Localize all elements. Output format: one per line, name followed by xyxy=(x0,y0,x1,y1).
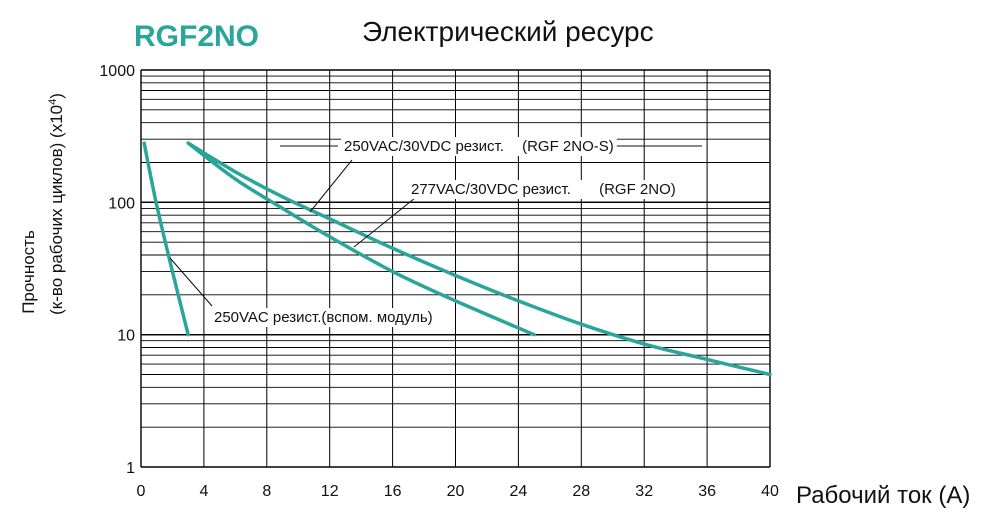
x-axis-title: Рабочий ток (А) xyxy=(796,482,970,509)
series-layer xyxy=(142,141,772,377)
y-axis-title-main: (к-во рабочих циклов) (x10 xyxy=(47,105,66,315)
annotation-2-suffix: (RGF 2NO) xyxy=(599,181,676,198)
chart-title: Электрический ресурс xyxy=(362,16,654,47)
annotation-background xyxy=(211,308,436,327)
x-tick-label: 20 xyxy=(447,483,465,500)
y-tick-labels: 1 10 100 1000 xyxy=(99,63,135,477)
x-tick-labels: 0 4 8 12 16 20 24 28 32 36 40 xyxy=(137,483,779,500)
x-tick-label: 0 xyxy=(137,483,146,500)
annotation-label-2: 277VAC/30VDC резист. (RGF 2NO) xyxy=(411,181,676,198)
y-axis-title-close: ) xyxy=(47,93,66,99)
x-tick-label: 40 xyxy=(761,483,779,500)
y-axis-title-line-2: (к-во рабочих циклов) (x104) xyxy=(47,93,66,315)
x-tick-label: 8 xyxy=(262,483,271,500)
y-tick-label: 1 xyxy=(126,460,135,477)
x-tick-label: 4 xyxy=(199,483,208,500)
annotation-leaders xyxy=(169,145,702,307)
series-line-3 xyxy=(142,141,190,337)
x-tick-label: 32 xyxy=(635,483,653,500)
x-tick-label: 28 xyxy=(572,483,590,500)
series-line-2 xyxy=(186,141,536,337)
annotation-label-3: 250VAC резист.(вспом. модуль) xyxy=(214,309,433,326)
annotation-2-text: 277VAC/30VDC резист. xyxy=(411,181,571,198)
y-axis-title-line-1: Прочность xyxy=(19,230,38,314)
leader-line xyxy=(309,159,353,213)
x-tick-label: 12 xyxy=(321,483,339,500)
annotation-1-text: 250VAC/30VDC резист. xyxy=(344,138,504,155)
x-tick-label: 36 xyxy=(698,483,716,500)
leader-line xyxy=(169,257,213,307)
y-tick-label: 10 xyxy=(117,328,135,345)
annotation-background xyxy=(341,137,617,156)
y-axis-title-exponent: 4 xyxy=(47,99,59,105)
annotation-1-suffix: (RGF 2NO-S) xyxy=(522,138,614,155)
y-tick-label: 100 xyxy=(108,195,135,212)
leader-line xyxy=(353,197,416,248)
annotation-background xyxy=(408,180,679,199)
grid xyxy=(140,69,771,468)
annotation-label-1: 250VAC/30VDC резист. (RGF 2NO-S) xyxy=(344,138,614,155)
series-line-1 xyxy=(186,141,772,377)
y-tick-label: 1000 xyxy=(99,63,135,80)
x-tick-label: 24 xyxy=(510,483,528,500)
model-name: RGF2NO xyxy=(134,20,259,53)
x-tick-label: 16 xyxy=(384,483,402,500)
